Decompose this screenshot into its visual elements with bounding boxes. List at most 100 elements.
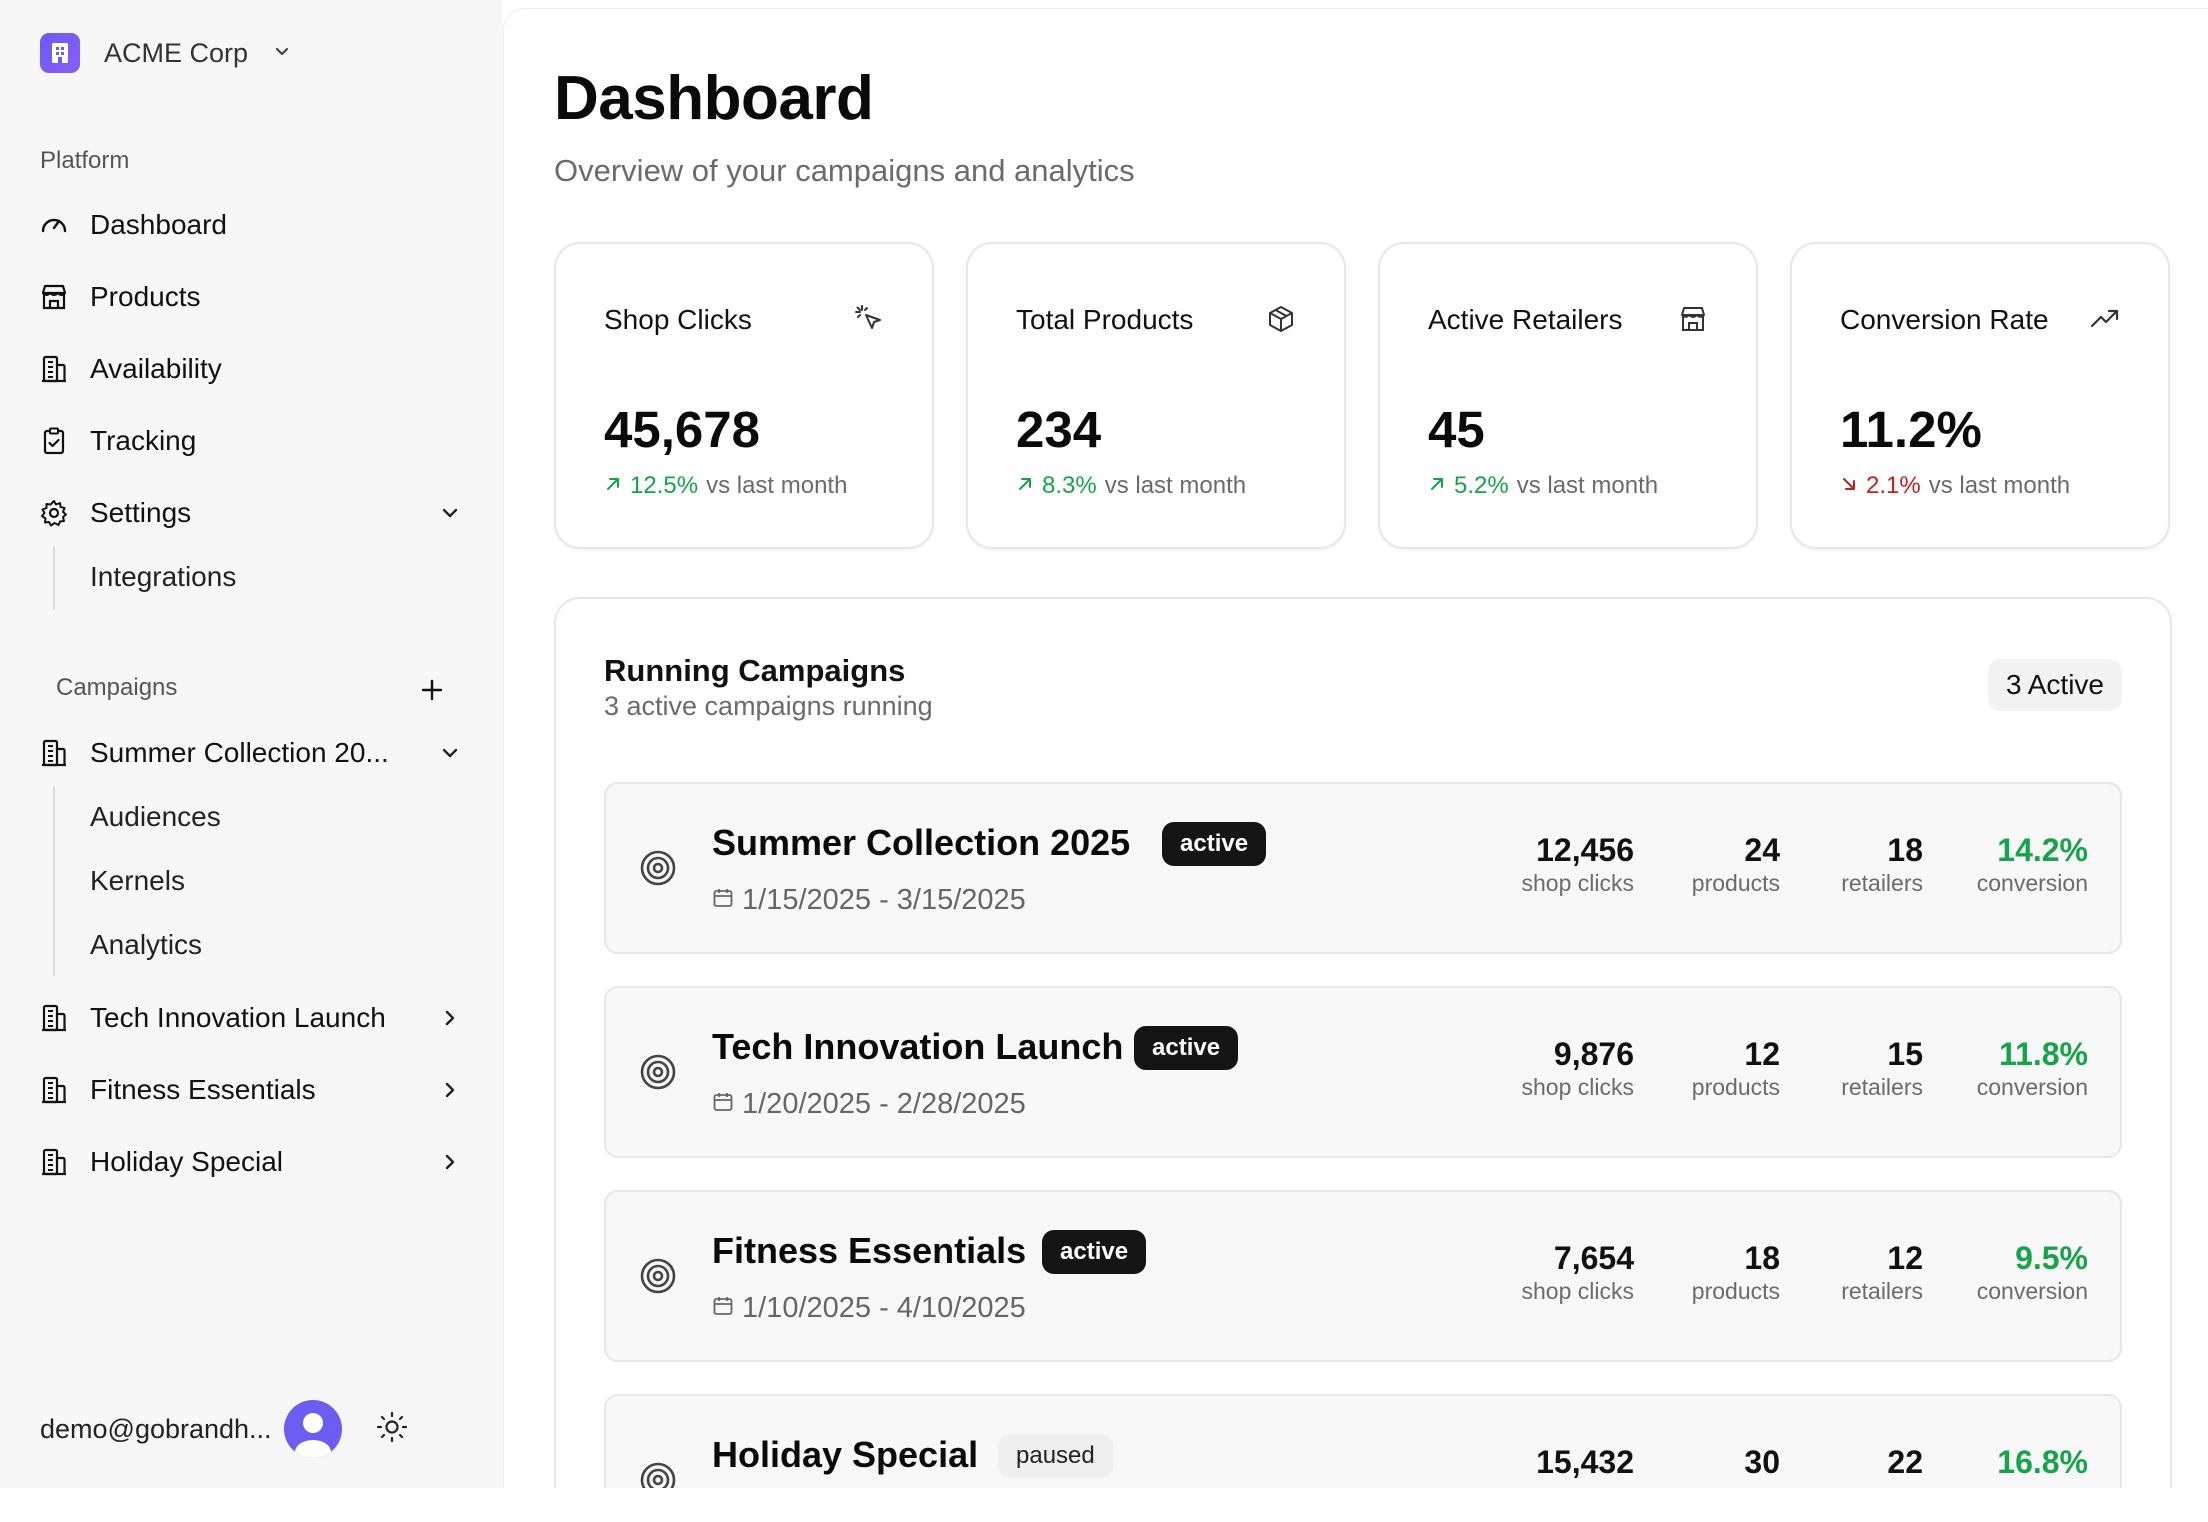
metric-value: 11.8% xyxy=(1999,1036,2088,1072)
stat-change-suffix: vs last month xyxy=(706,472,848,499)
campaign-item-tech-innovation[interactable]: Tech Innovation Launch xyxy=(36,990,466,1046)
org-switcher[interactable]: ACME Corp xyxy=(40,33,292,73)
campaign-row[interactable]: Fitness Essentials active 1/10/2025 - 4/… xyxy=(604,1190,2122,1362)
metric-value: 22 xyxy=(1887,1444,1923,1480)
nav-item-availability[interactable]: Availability xyxy=(36,341,466,397)
date-range: 1/10/2025 - 4/10/2025 xyxy=(742,1292,1026,1324)
campaign-item-label: Summer Collection 20... xyxy=(90,737,389,768)
metric-label: conversion xyxy=(1976,1278,2088,1304)
calendar-icon xyxy=(712,1292,734,1325)
campaign-item-fitness-essentials[interactable]: Fitness Essentials xyxy=(36,1062,466,1118)
building-icon xyxy=(36,1144,72,1180)
stat-trend: 12.5% vs last month xyxy=(604,472,847,500)
metric-value: 18 xyxy=(1887,832,1923,868)
nav-item-products[interactable]: Products xyxy=(36,269,466,325)
stat-change-suffix: vs last month xyxy=(1104,472,1247,499)
metric-shop-clicks: 15,432 xyxy=(1536,1444,1634,1480)
metric-label: products xyxy=(1691,870,1780,896)
gauge-icon xyxy=(36,207,72,243)
add-campaign-button[interactable] xyxy=(414,674,450,710)
campaign-name: Holiday Special xyxy=(712,1434,979,1475)
metric-value: 30 xyxy=(1744,1444,1780,1480)
submenu-guide-line xyxy=(53,786,55,976)
chevron-right-icon[interactable] xyxy=(434,1002,466,1034)
arrow-up-right-icon xyxy=(1428,472,1446,500)
metric-shop-clicks: 12,456 shop clicks xyxy=(1522,832,1634,898)
building-icon xyxy=(36,1072,72,1108)
nav-item-settings[interactable]: Settings xyxy=(36,485,466,541)
sub-item-kernels[interactable]: Kernels xyxy=(90,865,185,896)
nav-item-label: Tracking xyxy=(90,425,197,456)
sub-item-analytics[interactable]: Analytics xyxy=(90,929,203,960)
date-range: 1/15/2025 - 3/15/2025 xyxy=(742,884,1026,916)
arrow-down-right-icon xyxy=(1840,472,1858,500)
campaign-row[interactable]: Tech Innovation Launch active 1/20/2025 … xyxy=(604,986,2122,1158)
stat-value: 234 xyxy=(1016,401,1102,458)
theme-toggle-button[interactable] xyxy=(372,1409,412,1449)
sub-item-audiences[interactable]: Audiences xyxy=(90,801,221,832)
stat-value: 45 xyxy=(1428,401,1485,458)
nav-item-label: Dashboard xyxy=(90,209,227,240)
metric-retailers: 15 retailers xyxy=(1841,1036,1923,1102)
chevron-down-icon[interactable] xyxy=(434,497,466,529)
chevron-right-icon[interactable] xyxy=(434,1146,466,1178)
campaign-item-holiday-special[interactable]: Holiday Special xyxy=(36,1134,466,1190)
page-subtitle: Overview of your campaigns and analytics xyxy=(554,153,1135,188)
target-icon xyxy=(640,850,676,886)
metric-label: products xyxy=(1691,1074,1780,1100)
arrow-up-right-icon xyxy=(1016,472,1034,500)
stat-trend: 8.3% vs last month xyxy=(1016,472,1246,500)
platform-section-label: Platform xyxy=(40,147,130,174)
campaign-dates: 1/20/2025 - 2/28/2025 xyxy=(712,1088,1026,1121)
metric-products: 18 products xyxy=(1692,1240,1780,1306)
stat-card-total-products: Total Products 234 8.3% vs last month xyxy=(966,242,1346,549)
store-icon xyxy=(1676,302,1710,336)
metric-value: 15,432 xyxy=(1536,1444,1634,1480)
plus-icon xyxy=(420,678,444,707)
submenu-guide-line xyxy=(53,546,55,610)
stat-value: 11.2% xyxy=(1840,401,1982,458)
campaign-dates: 1/10/2025 - 4/10/2025 xyxy=(712,1292,1026,1325)
stat-trend: 5.2% vs last month xyxy=(1428,472,1658,500)
page-title: Dashboard xyxy=(554,64,874,133)
stat-change-suffix: vs last month xyxy=(1928,472,2071,499)
metric-label: retailers xyxy=(1841,1278,1923,1304)
metric-value: 16.8% xyxy=(1997,1444,2088,1480)
stat-card-active-retailers: Active Retailers 45 5.2% vs last month xyxy=(1378,242,1758,549)
metric-retailers: 18 retailers xyxy=(1841,832,1923,898)
chevron-right-icon[interactable] xyxy=(434,1074,466,1106)
campaign-name: Summer Collection 2025 xyxy=(712,822,1131,863)
metric-conversion: 11.8% conversion xyxy=(1977,1036,2088,1102)
status-badge: active xyxy=(1042,1230,1147,1274)
status-badge: active xyxy=(1162,822,1267,866)
calendar-icon xyxy=(712,884,734,917)
trending-up-icon xyxy=(2088,302,2122,336)
stat-change: 2.1% xyxy=(1866,472,1921,499)
sidebar: ACME Corp Platform Dashboard Products Av… xyxy=(0,0,502,1488)
campaign-item-summer-collection[interactable]: Summer Collection 20... xyxy=(36,725,466,781)
target-icon xyxy=(640,1258,676,1294)
metric-value: 18 xyxy=(1744,1240,1780,1276)
nav-item-label: Products xyxy=(90,281,201,312)
gear-icon xyxy=(36,495,72,531)
nav-item-label: Settings xyxy=(90,497,192,528)
campaign-row[interactable]: Holiday Special paused 15,432 30 22 16.8… xyxy=(604,1394,2122,1488)
campaign-name: Tech Innovation Launch xyxy=(712,1026,1124,1067)
chevron-down-icon xyxy=(272,41,292,66)
user-email[interactable]: demo@gobrandh... xyxy=(40,1413,272,1444)
nav-item-tracking[interactable]: Tracking xyxy=(36,413,466,469)
campaign-row[interactable]: Summer Collection 2025 active 1/15/2025 … xyxy=(604,782,2122,954)
building-icon xyxy=(36,351,72,387)
metric-shop-clicks: 7,654 shop clicks xyxy=(1522,1240,1634,1306)
campaign-item-label: Holiday Special xyxy=(90,1146,283,1177)
sub-item-integrations[interactable]: Integrations xyxy=(90,561,237,592)
campaign-name: Fitness Essentials xyxy=(712,1230,1027,1271)
stat-change: 8.3% xyxy=(1042,472,1097,499)
arrow-up-right-icon xyxy=(604,472,622,500)
campaign-item-label: Fitness Essentials xyxy=(90,1074,316,1105)
metric-conversion: 14.2% conversion xyxy=(1977,832,2088,898)
chevron-down-icon[interactable] xyxy=(434,737,466,769)
nav-item-dashboard[interactable]: Dashboard xyxy=(36,197,466,253)
campaign-dates: 1/15/2025 - 3/15/2025 xyxy=(712,884,1026,917)
avatar[interactable] xyxy=(284,1400,342,1458)
